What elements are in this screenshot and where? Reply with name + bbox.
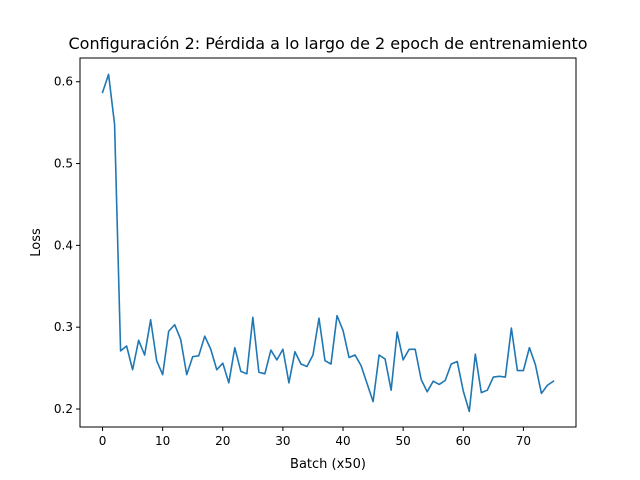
x-tick-label: 40	[335, 434, 350, 448]
x-tick-label: 70	[516, 434, 531, 448]
y-axis-label: Loss	[29, 228, 44, 257]
x-tick-label: 20	[215, 434, 230, 448]
x-tick-label: 10	[155, 434, 170, 448]
x-tick-label: 60	[456, 434, 471, 448]
loss-series-line	[101, 73, 555, 413]
x-tick-label: 50	[396, 434, 411, 448]
y-tick-label: 0.6	[54, 75, 73, 89]
chart-title: Configuración 2: Pérdida a lo largo de 2…	[68, 34, 587, 53]
y-tick-label: 0.3	[54, 320, 73, 334]
y-tick-label: 0.5	[54, 157, 73, 171]
y-axis-ticks: 0.2 0.3 0.4 0.5 0.6	[54, 75, 80, 416]
x-axis-ticks: 0 10 20 30 40 50 60 70	[99, 427, 531, 448]
x-axis-label: Batch (x50)	[290, 457, 366, 472]
plot-area	[101, 73, 555, 413]
y-tick-label: 0.4	[54, 238, 73, 252]
axes-frame	[79, 57, 577, 428]
x-tick-label: 30	[275, 434, 290, 448]
y-tick-label: 0.2	[54, 402, 73, 416]
x-tick-label: 0	[99, 434, 107, 448]
